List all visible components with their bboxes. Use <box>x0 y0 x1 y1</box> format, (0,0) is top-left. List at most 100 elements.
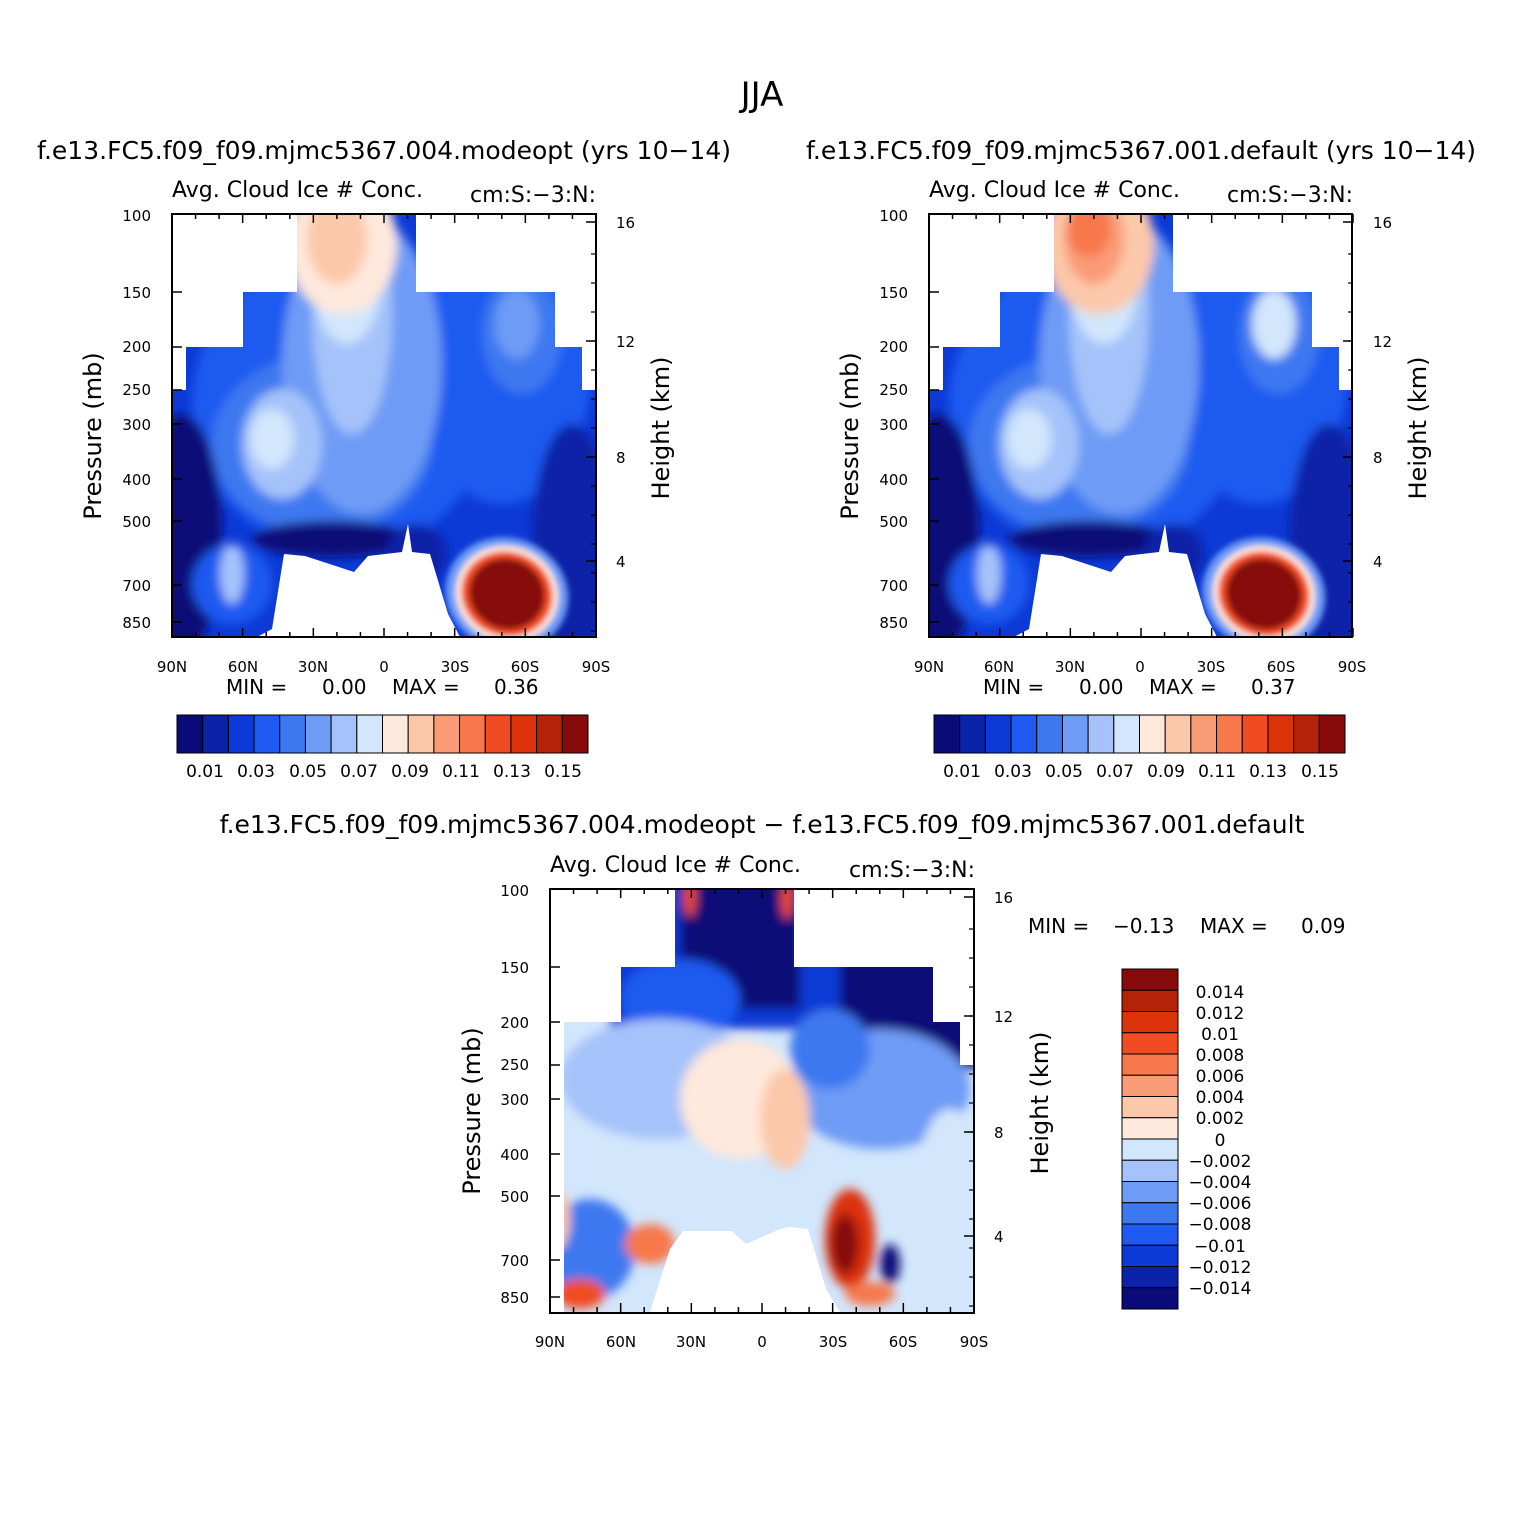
colorbar-box <box>1121 1287 1179 1310</box>
ytick-label: 250 <box>879 381 908 399</box>
colorbar-label: 0.11 <box>1198 762 1236 782</box>
level-blob <box>252 521 412 557</box>
colorbar-box <box>1121 1138 1179 1161</box>
ytick-label: 100 <box>122 207 151 225</box>
min-max: MIN = −0.13 MAX = 0.09 <box>1028 914 1346 938</box>
colorbar-box <box>382 714 409 754</box>
colorbar-box <box>1121 1053 1179 1076</box>
colorbar-label: −0.01 <box>1194 1237 1246 1257</box>
colorbar-label: 0.002 <box>1196 1109 1245 1129</box>
colorbar-label: 0 <box>1215 1131 1226 1151</box>
colorbar-box <box>1164 714 1192 754</box>
y2tick-label: 12 <box>1373 333 1392 351</box>
y-axis-label: Pressure (mb) <box>458 1027 486 1194</box>
yticks-left: 100 150 200 250 300 400 500 700 850 <box>879 207 908 632</box>
ylat-field <box>929 214 1353 637</box>
y2tick-label: 12 <box>994 1008 1013 1026</box>
colorbar-label: 0.07 <box>340 762 378 782</box>
colorbar-labels: 0.01 0.03 0.05 0.07 0.09 0.11 0.13 0.15 <box>943 762 1339 782</box>
colorbar-label: 0.13 <box>1249 762 1287 782</box>
yticks-left: 100 150 200 250 300 400 500 700 850 <box>500 882 529 1307</box>
xtick-label: 0 <box>757 1333 767 1351</box>
colorbar-box <box>1318 714 1346 754</box>
y2tick-label: 4 <box>616 553 626 571</box>
colorbar-label: 0.01 <box>943 762 981 782</box>
colorbar-box <box>1121 1244 1179 1267</box>
max-value: 0.37 <box>1251 675 1296 699</box>
colorbar <box>933 714 1346 754</box>
colorbar-label: 0.012 <box>1196 1004 1245 1024</box>
colorbar-label: −0.002 <box>1189 1152 1252 1172</box>
colorbar-box <box>1113 714 1140 754</box>
colorbar-box <box>202 714 229 754</box>
colorbar-box <box>407 714 435 754</box>
xtick-label: 60S <box>889 1333 918 1351</box>
xtick-label: 90S <box>582 658 611 676</box>
left-label: Avg. Cloud Ice # Conc. <box>929 178 1180 203</box>
colorbar-box <box>1121 1202 1179 1225</box>
ytick-label: 400 <box>879 471 908 489</box>
ytick-label: 700 <box>879 577 908 595</box>
units-label: cm:S:−3:N: <box>470 183 596 208</box>
level-blob <box>684 889 696 917</box>
yticks-right: 16 12 8 4 <box>616 214 635 571</box>
colorbar-label: −0.004 <box>1189 1173 1252 1193</box>
diff-field <box>550 889 974 1312</box>
ytick-label: 850 <box>122 614 151 632</box>
colorbar-box <box>1216 714 1243 754</box>
colorbar-box <box>1061 714 1089 754</box>
colorbar-label: 0.004 <box>1196 1088 1245 1108</box>
colorbar-box <box>1267 714 1295 754</box>
max-label: MAX = <box>392 675 460 699</box>
ytick-label: 150 <box>500 959 529 977</box>
colorbar-vertical <box>1121 968 1179 1310</box>
y2tick-label: 8 <box>1373 449 1383 467</box>
ytick-label: 250 <box>500 1056 529 1074</box>
colorbar-box <box>959 714 986 754</box>
xtick-label: 30N <box>1055 658 1085 676</box>
colorbar-label: 0.05 <box>1045 762 1083 782</box>
ytick-label: 300 <box>879 416 908 434</box>
y2tick-label: 16 <box>994 889 1013 907</box>
ytick-label: 300 <box>122 416 151 434</box>
ytick-label: 400 <box>500 1146 529 1164</box>
level-blob <box>469 558 545 630</box>
colorbar-box <box>510 714 538 754</box>
y-axis-label: Pressure (mb) <box>79 352 107 519</box>
ytick-label: 200 <box>500 1014 529 1032</box>
colorbar-box <box>561 714 589 754</box>
xtick-label: 30N <box>298 658 328 676</box>
min-value: −0.13 <box>1113 914 1174 938</box>
xtick-label: 30N <box>676 1333 706 1351</box>
colorbar-box <box>1121 1032 1179 1055</box>
ytick-label: 200 <box>879 338 908 356</box>
topography-mask <box>257 524 460 637</box>
colorbar-box <box>176 714 204 754</box>
colorbar-label: 0.05 <box>289 762 327 782</box>
xtick-label: 60S <box>511 658 540 676</box>
missing-region <box>172 214 297 390</box>
y2-axis-label: Height (km) <box>1026 1032 1054 1175</box>
y2tick-label: 8 <box>616 449 626 467</box>
level-blob <box>929 414 979 637</box>
colorbar-box <box>1087 714 1115 754</box>
ytick-label: 250 <box>122 381 151 399</box>
units-label: cm:S:−3:N: <box>1227 183 1353 208</box>
colorbar-box <box>330 714 358 754</box>
xtick-label: 60S <box>1267 658 1296 676</box>
colorbar-box <box>356 714 383 754</box>
colorbar-label: −0.014 <box>1189 1279 1252 1299</box>
max-label: MAX = <box>1149 675 1217 699</box>
colorbar-box <box>1121 1074 1179 1097</box>
left-label: Avg. Cloud Ice # Conc. <box>172 178 423 203</box>
topography-mask <box>650 1227 840 1312</box>
colorbar-label: 0.15 <box>544 762 582 782</box>
level-blob <box>1009 521 1169 557</box>
y2-axis-label: Height (km) <box>1404 357 1432 500</box>
y2tick-label: 16 <box>616 214 635 232</box>
colorbar-label: 0.09 <box>391 762 429 782</box>
ytick-label: 150 <box>879 284 908 302</box>
colorbar-box <box>1293 714 1320 754</box>
ytick-label: 300 <box>500 1091 529 1109</box>
